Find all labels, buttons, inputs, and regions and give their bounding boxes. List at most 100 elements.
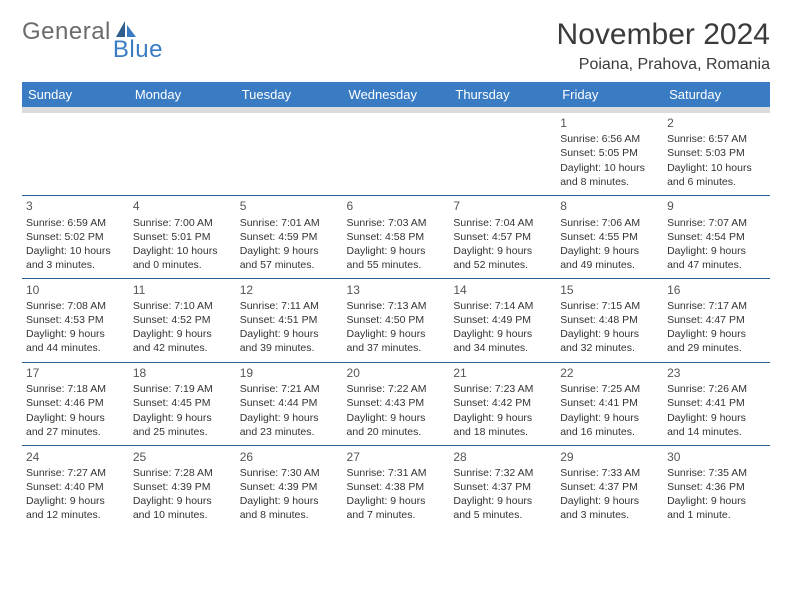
day-number: 16 xyxy=(667,282,766,298)
day-number: 18 xyxy=(133,365,232,381)
day-cell: 24Sunrise: 7:27 AMSunset: 4:40 PMDayligh… xyxy=(22,447,129,529)
day-number: 4 xyxy=(133,198,232,214)
daylight-text: Daylight: 9 hours and 20 minutes. xyxy=(347,411,446,439)
sunset-text: Sunset: 4:40 PM xyxy=(26,480,125,494)
sunrise-text: Sunrise: 7:15 AM xyxy=(560,299,659,313)
logo-text-blue: Blue xyxy=(113,36,163,64)
day-cell: 5Sunrise: 7:01 AMSunset: 4:59 PMDaylight… xyxy=(236,196,343,278)
week-row: 3Sunrise: 6:59 AMSunset: 5:02 PMDaylight… xyxy=(22,196,770,278)
day-number: 7 xyxy=(453,198,552,214)
day-cell: 1Sunrise: 6:56 AMSunset: 5:05 PMDaylight… xyxy=(556,113,663,195)
day-cell: 11Sunrise: 7:10 AMSunset: 4:52 PMDayligh… xyxy=(129,280,236,362)
sunset-text: Sunset: 4:55 PM xyxy=(560,230,659,244)
day-number: 21 xyxy=(453,365,552,381)
sunset-text: Sunset: 5:01 PM xyxy=(133,230,232,244)
week-row: 1Sunrise: 6:56 AMSunset: 5:05 PMDaylight… xyxy=(22,113,770,195)
sunset-text: Sunset: 4:52 PM xyxy=(133,313,232,327)
sunset-text: Sunset: 4:42 PM xyxy=(453,396,552,410)
day-header: Friday xyxy=(556,82,663,107)
daylight-text: Daylight: 9 hours and 27 minutes. xyxy=(26,411,125,439)
day-cell: 17Sunrise: 7:18 AMSunset: 4:46 PMDayligh… xyxy=(22,363,129,445)
sunrise-text: Sunrise: 7:28 AM xyxy=(133,466,232,480)
sunset-text: Sunset: 5:02 PM xyxy=(26,230,125,244)
daylight-text: Daylight: 10 hours and 3 minutes. xyxy=(26,244,125,272)
daylight-text: Daylight: 9 hours and 57 minutes. xyxy=(240,244,339,272)
day-cell: 10Sunrise: 7:08 AMSunset: 4:53 PMDayligh… xyxy=(22,280,129,362)
day-number: 24 xyxy=(26,449,125,465)
day-cell: 27Sunrise: 7:31 AMSunset: 4:38 PMDayligh… xyxy=(343,447,450,529)
day-cell: 26Sunrise: 7:30 AMSunset: 4:39 PMDayligh… xyxy=(236,447,343,529)
daylight-text: Daylight: 9 hours and 34 minutes. xyxy=(453,327,552,355)
day-cell xyxy=(129,113,236,195)
day-cell xyxy=(236,113,343,195)
sunset-text: Sunset: 4:37 PM xyxy=(453,480,552,494)
sunset-text: Sunset: 4:39 PM xyxy=(240,480,339,494)
daylight-text: Daylight: 9 hours and 25 minutes. xyxy=(133,411,232,439)
title-block: November 2024 Poiana, Prahova, Romania xyxy=(557,18,770,74)
day-cell: 14Sunrise: 7:14 AMSunset: 4:49 PMDayligh… xyxy=(449,280,556,362)
sunrise-text: Sunrise: 7:14 AM xyxy=(453,299,552,313)
day-cell: 28Sunrise: 7:32 AMSunset: 4:37 PMDayligh… xyxy=(449,447,556,529)
day-number: 22 xyxy=(560,365,659,381)
day-number: 15 xyxy=(560,282,659,298)
day-number: 3 xyxy=(26,198,125,214)
sunset-text: Sunset: 4:49 PM xyxy=(453,313,552,327)
daylight-text: Daylight: 10 hours and 6 minutes. xyxy=(667,161,766,189)
day-number: 8 xyxy=(560,198,659,214)
day-number: 10 xyxy=(26,282,125,298)
day-number: 5 xyxy=(240,198,339,214)
logo: General Blue xyxy=(22,18,163,46)
day-header: Wednesday xyxy=(343,82,450,107)
sunset-text: Sunset: 4:54 PM xyxy=(667,230,766,244)
day-cell: 12Sunrise: 7:11 AMSunset: 4:51 PMDayligh… xyxy=(236,280,343,362)
sunrise-text: Sunrise: 7:00 AM xyxy=(133,216,232,230)
day-header: Saturday xyxy=(663,82,770,107)
day-number: 26 xyxy=(240,449,339,465)
sunrise-text: Sunrise: 7:18 AM xyxy=(26,382,125,396)
day-header-row: SundayMondayTuesdayWednesdayThursdayFrid… xyxy=(22,82,770,107)
day-number: 11 xyxy=(133,282,232,298)
day-number: 27 xyxy=(347,449,446,465)
sunrise-text: Sunrise: 6:57 AM xyxy=(667,132,766,146)
day-header: Thursday xyxy=(449,82,556,107)
sunrise-text: Sunrise: 7:26 AM xyxy=(667,382,766,396)
sunrise-text: Sunrise: 7:21 AM xyxy=(240,382,339,396)
sunrise-text: Sunrise: 7:17 AM xyxy=(667,299,766,313)
day-cell: 20Sunrise: 7:22 AMSunset: 4:43 PMDayligh… xyxy=(343,363,450,445)
daylight-text: Daylight: 9 hours and 32 minutes. xyxy=(560,327,659,355)
sunrise-text: Sunrise: 6:59 AM xyxy=(26,216,125,230)
day-cell: 15Sunrise: 7:15 AMSunset: 4:48 PMDayligh… xyxy=(556,280,663,362)
sunset-text: Sunset: 5:05 PM xyxy=(560,146,659,160)
sunrise-text: Sunrise: 7:27 AM xyxy=(26,466,125,480)
day-cell: 2Sunrise: 6:57 AMSunset: 5:03 PMDaylight… xyxy=(663,113,770,195)
daylight-text: Daylight: 9 hours and 3 minutes. xyxy=(560,494,659,522)
daylight-text: Daylight: 9 hours and 7 minutes. xyxy=(347,494,446,522)
week-row: 24Sunrise: 7:27 AMSunset: 4:40 PM Dayligh… xyxy=(22,447,770,529)
sunrise-text: Sunrise: 7:07 AM xyxy=(667,216,766,230)
day-number: 6 xyxy=(347,198,446,214)
header: General Blue November 2024 Poiana, Praho… xyxy=(22,18,770,74)
calendar-table: SundayMondayTuesdayWednesdayThursdayFrid… xyxy=(22,82,770,528)
day-number: 13 xyxy=(347,282,446,298)
sunrise-text: Sunrise: 7:35 AM xyxy=(667,466,766,480)
daylight-text: Daylight: 9 hours and 52 minutes. xyxy=(453,244,552,272)
sunset-text: Sunset: 4:38 PM xyxy=(347,480,446,494)
day-cell: 6Sunrise: 7:03 AMSunset: 4:58 PMDaylight… xyxy=(343,196,450,278)
day-number: 14 xyxy=(453,282,552,298)
sunrise-text: Sunrise: 7:13 AM xyxy=(347,299,446,313)
day-number: 20 xyxy=(347,365,446,381)
daylight-text: Daylight: 9 hours and 5 minutes. xyxy=(453,494,552,522)
sunrise-text: Sunrise: 7:30 AM xyxy=(240,466,339,480)
sunrise-text: Sunrise: 7:22 AM xyxy=(347,382,446,396)
day-cell: 21Sunrise: 7:23 AMSunset: 4:42 PMDayligh… xyxy=(449,363,556,445)
daylight-text: Daylight: 9 hours and 14 minutes. xyxy=(667,411,766,439)
sunrise-text: Sunrise: 7:23 AM xyxy=(453,382,552,396)
sunrise-text: Sunrise: 7:33 AM xyxy=(560,466,659,480)
day-number: 23 xyxy=(667,365,766,381)
daylight-text: Daylight: 9 hours and 29 minutes. xyxy=(667,327,766,355)
daylight-text: Daylight: 9 hours and 44 minutes. xyxy=(26,327,125,355)
sunset-text: Sunset: 4:41 PM xyxy=(667,396,766,410)
sunset-text: Sunset: 4:43 PM xyxy=(347,396,446,410)
day-cell: 18Sunrise: 7:19 AMSunset: 4:45 PMDayligh… xyxy=(129,363,236,445)
sunrise-text: Sunrise: 7:01 AM xyxy=(240,216,339,230)
